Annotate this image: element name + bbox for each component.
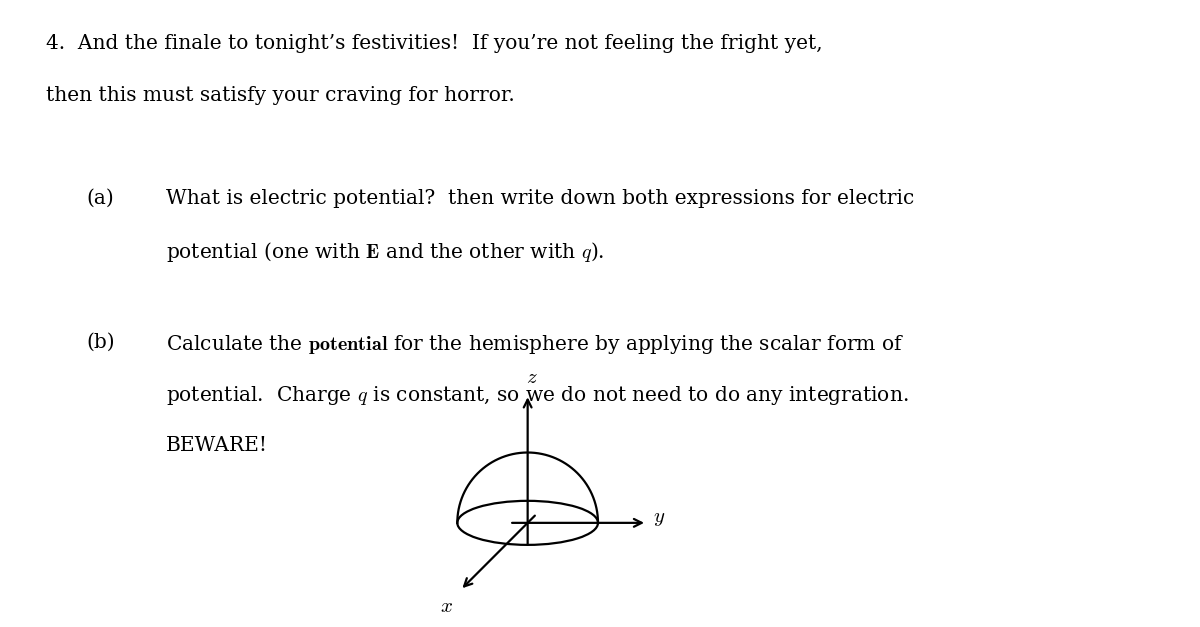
Text: 4.  And the finale to tonight’s festivities!  If you’re not feeling the fright y: 4. And the finale to tonight’s festiviti…	[46, 34, 822, 53]
Text: $z$: $z$	[526, 368, 538, 387]
Text: potential.  Charge $q$ is constant, so we do not need to do any integration.: potential. Charge $q$ is constant, so we…	[166, 384, 908, 407]
Text: then this must satisfy your craving for horror.: then this must satisfy your craving for …	[46, 86, 515, 105]
Text: (a): (a)	[86, 189, 114, 208]
Text: $y$: $y$	[653, 509, 665, 528]
Text: BEWARE!: BEWARE!	[166, 436, 268, 455]
Text: (b): (b)	[86, 333, 115, 352]
Text: potential (one with $\mathbf{E}$ and the other with $q$).: potential (one with $\mathbf{E}$ and the…	[166, 240, 604, 264]
Text: $x$: $x$	[440, 598, 454, 616]
Text: Calculate the $\mathbf{potential}$ for the hemisphere by applying the scalar for: Calculate the $\mathbf{potential}$ for t…	[166, 333, 904, 356]
Text: What is electric potential?  then write down both expressions for electric: What is electric potential? then write d…	[166, 189, 914, 208]
